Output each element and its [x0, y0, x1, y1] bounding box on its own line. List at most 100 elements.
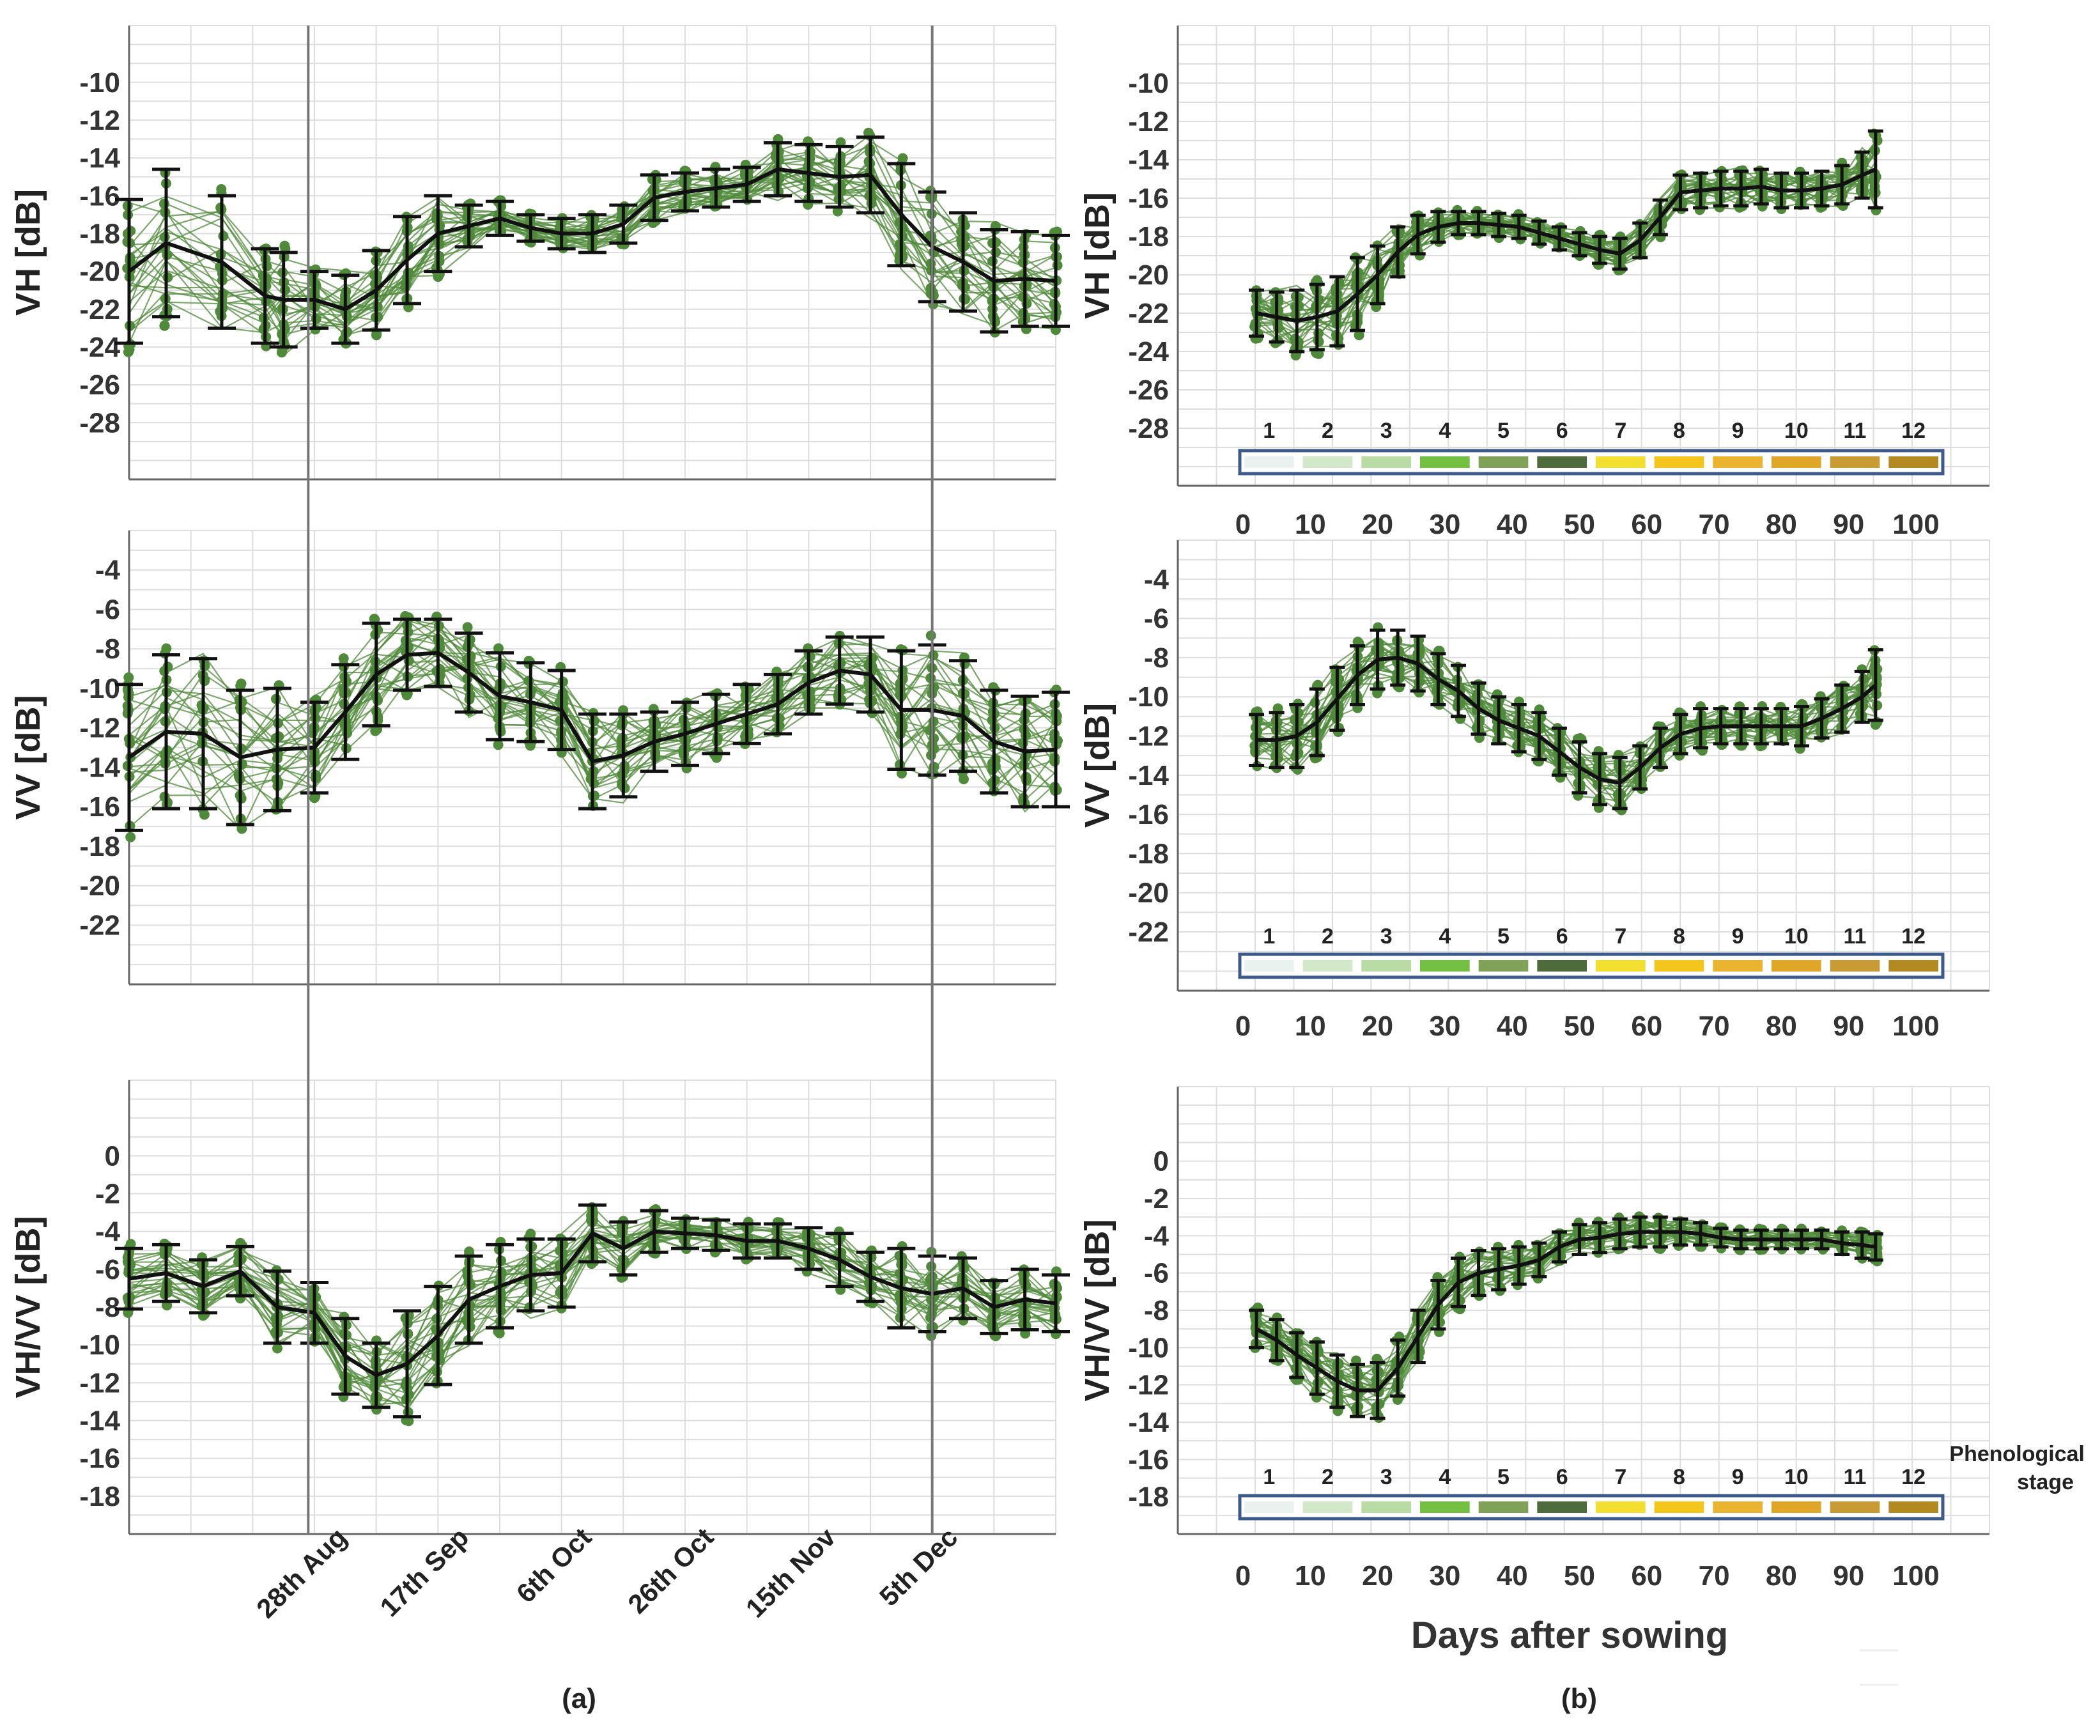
y-tick-label: -10: [79, 673, 120, 704]
data-point: [493, 643, 504, 654]
date-label: 15th Nov: [740, 1522, 842, 1624]
stage-label: 5: [1497, 924, 1509, 949]
data-point: [867, 695, 877, 706]
data-point: [311, 313, 321, 324]
stage-label: 9: [1732, 1465, 1744, 1489]
date-label: 28th Aug: [251, 1522, 352, 1624]
data-point: [616, 741, 627, 752]
x-tick-label: 60: [1631, 1011, 1662, 1042]
y-tick-label: -2: [1144, 1183, 1169, 1214]
y-tick-label: -14: [79, 1406, 120, 1437]
stage-swatch: [1361, 960, 1411, 972]
y-tick-label: -14: [1128, 760, 1169, 791]
x-tick-label: 40: [1497, 1011, 1528, 1042]
y-tick-label: -12: [79, 105, 120, 136]
date-label: 17th Sep: [374, 1522, 474, 1622]
stage-swatch: [1713, 456, 1763, 468]
data-point: [1290, 714, 1301, 724]
y-axis-title: VV [dB]: [1078, 703, 1116, 828]
x-tick-label: 70: [1699, 509, 1730, 540]
data-point: [236, 759, 247, 770]
data-point: [1330, 676, 1341, 687]
stage-swatch: [1361, 456, 1411, 468]
data-point: [236, 678, 247, 689]
stage-label: 1: [1263, 419, 1275, 443]
x-tick-label: 0: [1235, 1560, 1251, 1592]
stage-swatch: [1713, 960, 1763, 972]
y-tick-label: -28: [1128, 413, 1169, 444]
x-tick-label: 30: [1429, 1011, 1460, 1042]
data-point: [523, 1304, 534, 1315]
stage-swatch: [1537, 456, 1587, 468]
stage-swatch: [1244, 1501, 1294, 1513]
y-tick-label: -16: [79, 1443, 120, 1475]
y-tick-label: -14: [79, 143, 120, 174]
x-tick-label: 70: [1699, 1011, 1730, 1042]
data-point: [373, 715, 383, 726]
y-tick-label: -14: [79, 752, 120, 783]
stage-swatch: [1244, 960, 1294, 972]
x-tick-label: 100: [1892, 509, 1939, 540]
y-tick-label: -18: [79, 218, 120, 249]
stage-swatch: [1478, 456, 1529, 468]
y-axis-title: VV [dB]: [9, 695, 47, 820]
stage-label: 10: [1784, 419, 1809, 443]
data-point: [897, 153, 908, 164]
data-point: [1330, 664, 1341, 675]
stage-swatch: [1654, 456, 1704, 468]
x-tick-label: 10: [1295, 1560, 1326, 1592]
data-point: [894, 239, 905, 249]
x-tick-label: 80: [1766, 1560, 1797, 1592]
x-tick-label: 60: [1631, 1560, 1662, 1592]
stage-bar: [1238, 449, 1945, 476]
data-point: [1613, 257, 1624, 268]
x-tick-label: 90: [1833, 1560, 1864, 1592]
data-point: [233, 1250, 244, 1260]
y-tick-label: -10: [1128, 1332, 1169, 1363]
data-point: [651, 719, 661, 730]
y-tick-label: -8: [95, 633, 120, 665]
stage-label: 7: [1614, 1465, 1626, 1489]
y-tick-label: 0: [105, 1140, 120, 1172]
y-tick-label: -2: [95, 1179, 120, 1210]
data-point: [1017, 291, 1028, 302]
y-tick-label: -16: [1128, 183, 1169, 214]
y-tick-label: -16: [1128, 799, 1169, 830]
data-point: [558, 692, 569, 703]
date-label: 5th Dec: [874, 1522, 964, 1612]
stage-label: 4: [1439, 419, 1451, 443]
stage-swatch: [1888, 960, 1938, 972]
y-tick-label: -8: [1144, 642, 1169, 674]
stage-swatch: [1596, 960, 1646, 972]
x-tick-label: 90: [1833, 509, 1864, 540]
data-point: [276, 347, 287, 358]
y-tick-label: -24: [1128, 336, 1169, 368]
x-tick-label: 20: [1362, 509, 1393, 540]
stage-label: 2: [1322, 1465, 1334, 1489]
data-point: [991, 247, 1001, 258]
x-tick-label: 0: [1235, 1011, 1251, 1042]
y-tick-label: -12: [1128, 106, 1169, 137]
data-point: [987, 715, 998, 725]
x-tick-label: 100: [1892, 1560, 1939, 1592]
y-tick-label: -16: [79, 791, 120, 823]
data-point: [1374, 277, 1385, 288]
data-point: [272, 1343, 282, 1354]
stage-label: 4: [1439, 1465, 1451, 1489]
y-axis-title: VH [dB]: [1078, 192, 1116, 319]
stage-label: 5: [1497, 1465, 1509, 1489]
x-tick-label: 90: [1833, 1011, 1864, 1042]
y-tick-label: -14: [1128, 1407, 1169, 1438]
y-axis-title: VH [dB]: [9, 189, 47, 316]
data-point: [309, 793, 320, 803]
data-point: [925, 1312, 936, 1323]
stage-swatch: [1478, 960, 1529, 972]
chart-b-vv: -4 -6 -8 -10 -12 -14 -16 -18 -20 -22 VV [dB] 0 10 20 3…: [1078, 539, 1990, 1042]
data-point: [835, 137, 846, 148]
y-tick-label: -24: [79, 332, 120, 363]
y-tick-label: -22: [1128, 917, 1169, 948]
stage-swatch: [1654, 1501, 1704, 1513]
y-tick-label: -22: [79, 910, 120, 941]
stage-swatch: [1713, 1501, 1763, 1513]
x-tick-label: 20: [1362, 1011, 1393, 1042]
